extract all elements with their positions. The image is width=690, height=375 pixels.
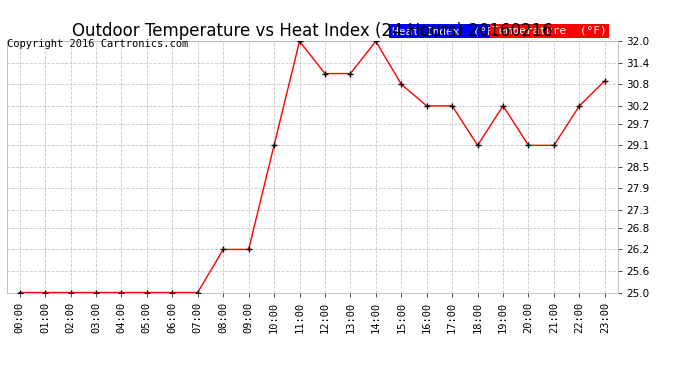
Text: Heat Index  (°F): Heat Index (°F): [392, 26, 500, 36]
Text: Temperature  (°F): Temperature (°F): [493, 26, 607, 36]
Text: Copyright 2016 Cartronics.com: Copyright 2016 Cartronics.com: [7, 39, 188, 50]
Title: Outdoor Temperature vs Heat Index (24 Hours) 20160216: Outdoor Temperature vs Heat Index (24 Ho…: [72, 22, 553, 40]
